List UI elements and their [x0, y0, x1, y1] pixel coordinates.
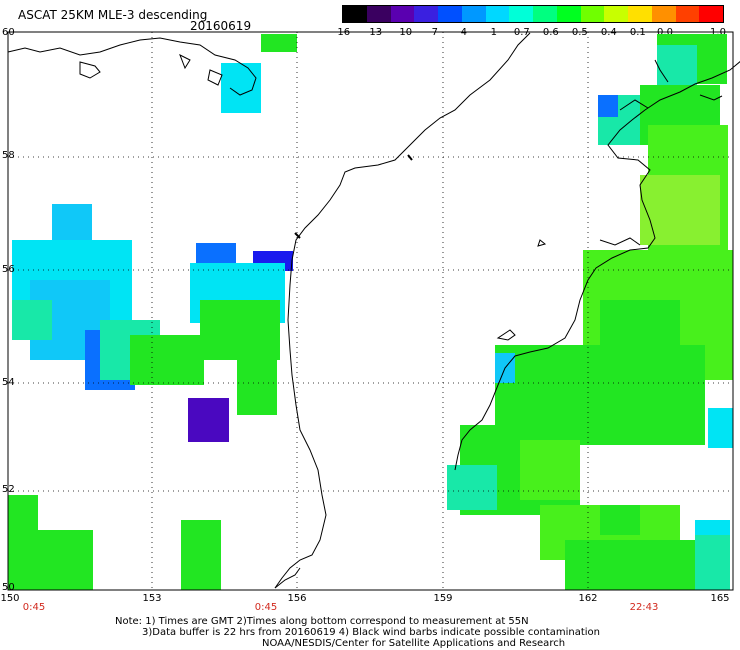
map-title: ASCAT 25KM MLE-3 descending: [18, 8, 208, 22]
map-date: 20160619: [190, 19, 252, 33]
lon-label: 156: [287, 593, 307, 604]
note-line-3: NOAA/NESDIS/Center for Satellite Applica…: [262, 638, 566, 649]
map-frame: [7, 31, 734, 591]
colorbar-segment: [580, 6, 605, 22]
colorbar-segment: [628, 6, 652, 22]
colorbar-segment: [343, 6, 367, 22]
colorbar-segment: [366, 6, 391, 22]
colorbar-segment: [485, 6, 510, 22]
colorbar-segment: [461, 6, 486, 22]
lon-label: 150: [0, 593, 20, 604]
scatterometer-cells: [8, 34, 733, 590]
note-line-1: Note: 1) Times are GMT 2)Times along bot…: [115, 616, 529, 627]
lat-label: 56: [2, 264, 15, 275]
lat-label: 52: [2, 484, 15, 495]
note-line-2: 3)Data buffer is 22 hrs from 20160619 4)…: [142, 627, 600, 638]
colorbar: [342, 5, 724, 23]
colorbar-segment: [604, 6, 628, 22]
lat-label: 50: [2, 582, 15, 593]
gridlines: [8, 32, 733, 590]
lat-label: 60: [2, 27, 15, 38]
coastline: [7, 32, 740, 589]
colorbar-segment: [533, 6, 557, 22]
lat-label: 54: [2, 377, 15, 388]
lon-label: 165: [710, 593, 730, 604]
time-label: 22:43: [629, 602, 659, 613]
colorbar-segment: [556, 6, 581, 22]
colorbar-segment: [675, 6, 700, 22]
lon-label: 153: [142, 593, 162, 604]
time-label: 0:45: [22, 602, 46, 613]
colorbar-segment: [699, 6, 723, 22]
time-label: 0:45: [254, 602, 278, 613]
colorbar-segment: [509, 6, 533, 22]
colorbar-segment: [414, 6, 438, 22]
colorbar-segment: [651, 6, 676, 22]
lon-label: 162: [578, 593, 598, 604]
colorbar-segment: [438, 6, 462, 22]
lon-label: 159: [433, 593, 453, 604]
lat-label: 58: [2, 150, 15, 161]
colorbar-segment: [390, 6, 415, 22]
